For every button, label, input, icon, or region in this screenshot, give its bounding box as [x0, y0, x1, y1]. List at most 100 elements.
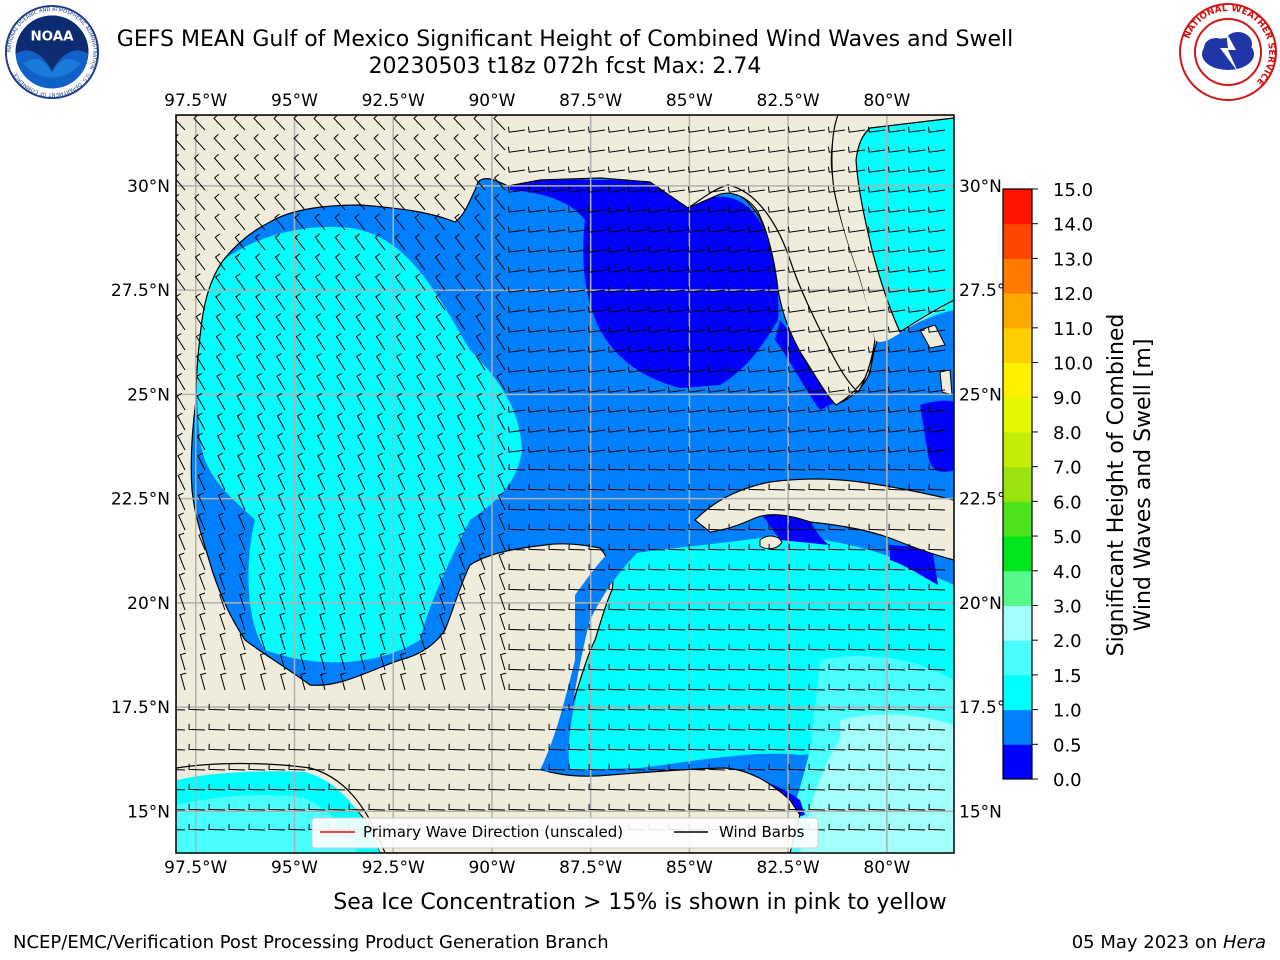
wind-barb [176, 412, 186, 431]
wind-barb [728, 483, 746, 491]
wind-barb [728, 623, 746, 631]
wind-barb [488, 783, 506, 791]
wind-barb [588, 703, 606, 711]
wind-barb [335, 353, 346, 371]
wind-barb [376, 372, 386, 391]
wind-barb [668, 483, 686, 491]
wind-barb [767, 206, 786, 213]
wind-barb [353, 173, 366, 191]
wind-barb [748, 463, 766, 471]
wind-barb [214, 253, 226, 271]
wind-barb [647, 146, 666, 153]
wind-barb [688, 763, 706, 771]
wind-barb [508, 743, 526, 751]
wind-barb [419, 612, 426, 631]
wind-barb [228, 803, 246, 811]
wind-barb [688, 743, 706, 751]
wind-barb [268, 703, 286, 711]
wind-barb [228, 743, 246, 751]
wind-barb [396, 412, 406, 431]
wind-barb [253, 173, 266, 191]
wind-barb [708, 643, 726, 651]
wind-barb [587, 306, 606, 313]
wind-barb [928, 603, 946, 611]
wind-barb [648, 663, 666, 671]
colorbar-segment [1003, 466, 1032, 502]
wind-barb [415, 313, 426, 331]
wind-barb [528, 623, 546, 631]
wind-barb [908, 783, 926, 791]
wind-barb [497, 452, 506, 471]
wind-barb [295, 293, 306, 311]
wind-barb [808, 803, 826, 811]
wind-barb [608, 643, 626, 651]
wind-barb [508, 663, 526, 671]
wind-barb [507, 406, 526, 413]
wind-barb [547, 446, 566, 453]
wind-barb [368, 743, 386, 751]
wind-barb [237, 452, 246, 471]
wind-barb [588, 503, 606, 511]
wind-barb [727, 186, 746, 193]
wind-barb [728, 563, 746, 571]
wind-barb [728, 763, 746, 771]
wind-barb [416, 392, 426, 411]
wind-barb [847, 426, 866, 433]
wind-barb [847, 386, 866, 393]
wind-barb [547, 286, 566, 293]
wind-barb [398, 532, 406, 551]
wind-barb [455, 313, 466, 331]
wind-barb [748, 483, 766, 491]
wind-barb [828, 743, 846, 751]
wind-barb [397, 452, 406, 471]
wind-barb [828, 783, 846, 791]
wind-barb [667, 266, 686, 273]
wind-barb [848, 703, 866, 711]
wind-barb [747, 126, 766, 133]
wind-barb [648, 503, 666, 511]
wind-barb [868, 463, 886, 471]
wind-barb [768, 503, 786, 511]
wind-barb [767, 406, 786, 413]
wind-barb [787, 186, 806, 193]
wind-barb [177, 472, 186, 491]
wind-barb [887, 166, 906, 173]
wind-barb [179, 632, 186, 651]
map-frame [175, 114, 955, 854]
wind-barb [288, 703, 306, 711]
wind-barb [927, 366, 946, 373]
wind-barb [527, 326, 546, 333]
wind-barb [308, 763, 326, 771]
wind-barb [807, 286, 826, 293]
wind-barb [787, 406, 806, 413]
wind-barb [495, 333, 506, 351]
wind-barb [199, 592, 206, 611]
wind-barb [787, 126, 806, 133]
wind-barb [315, 333, 326, 351]
wind-barb [588, 543, 606, 551]
wind-barb [647, 246, 666, 253]
wind-barb [548, 563, 566, 571]
wind-barb [508, 563, 526, 571]
wind-barb [668, 803, 686, 811]
wind-barb [368, 783, 386, 791]
wind-barb [827, 306, 846, 313]
wind-barb [456, 412, 466, 431]
wind-barb [308, 703, 326, 711]
wind-barb [176, 432, 186, 451]
wind-barb [707, 166, 726, 173]
wind-barb [708, 683, 726, 691]
wind-barb [868, 723, 886, 731]
wind-barb [276, 412, 286, 431]
wind-barb [378, 532, 386, 551]
wind-barb [608, 623, 626, 631]
wind-barb [867, 306, 886, 313]
wind-barb [888, 823, 906, 831]
wind-barb [418, 572, 426, 591]
wind-barb [587, 166, 606, 173]
wind-barb [528, 763, 546, 771]
wind-barb [433, 153, 446, 171]
wind-barb [295, 333, 306, 351]
wind-barb [608, 583, 626, 591]
